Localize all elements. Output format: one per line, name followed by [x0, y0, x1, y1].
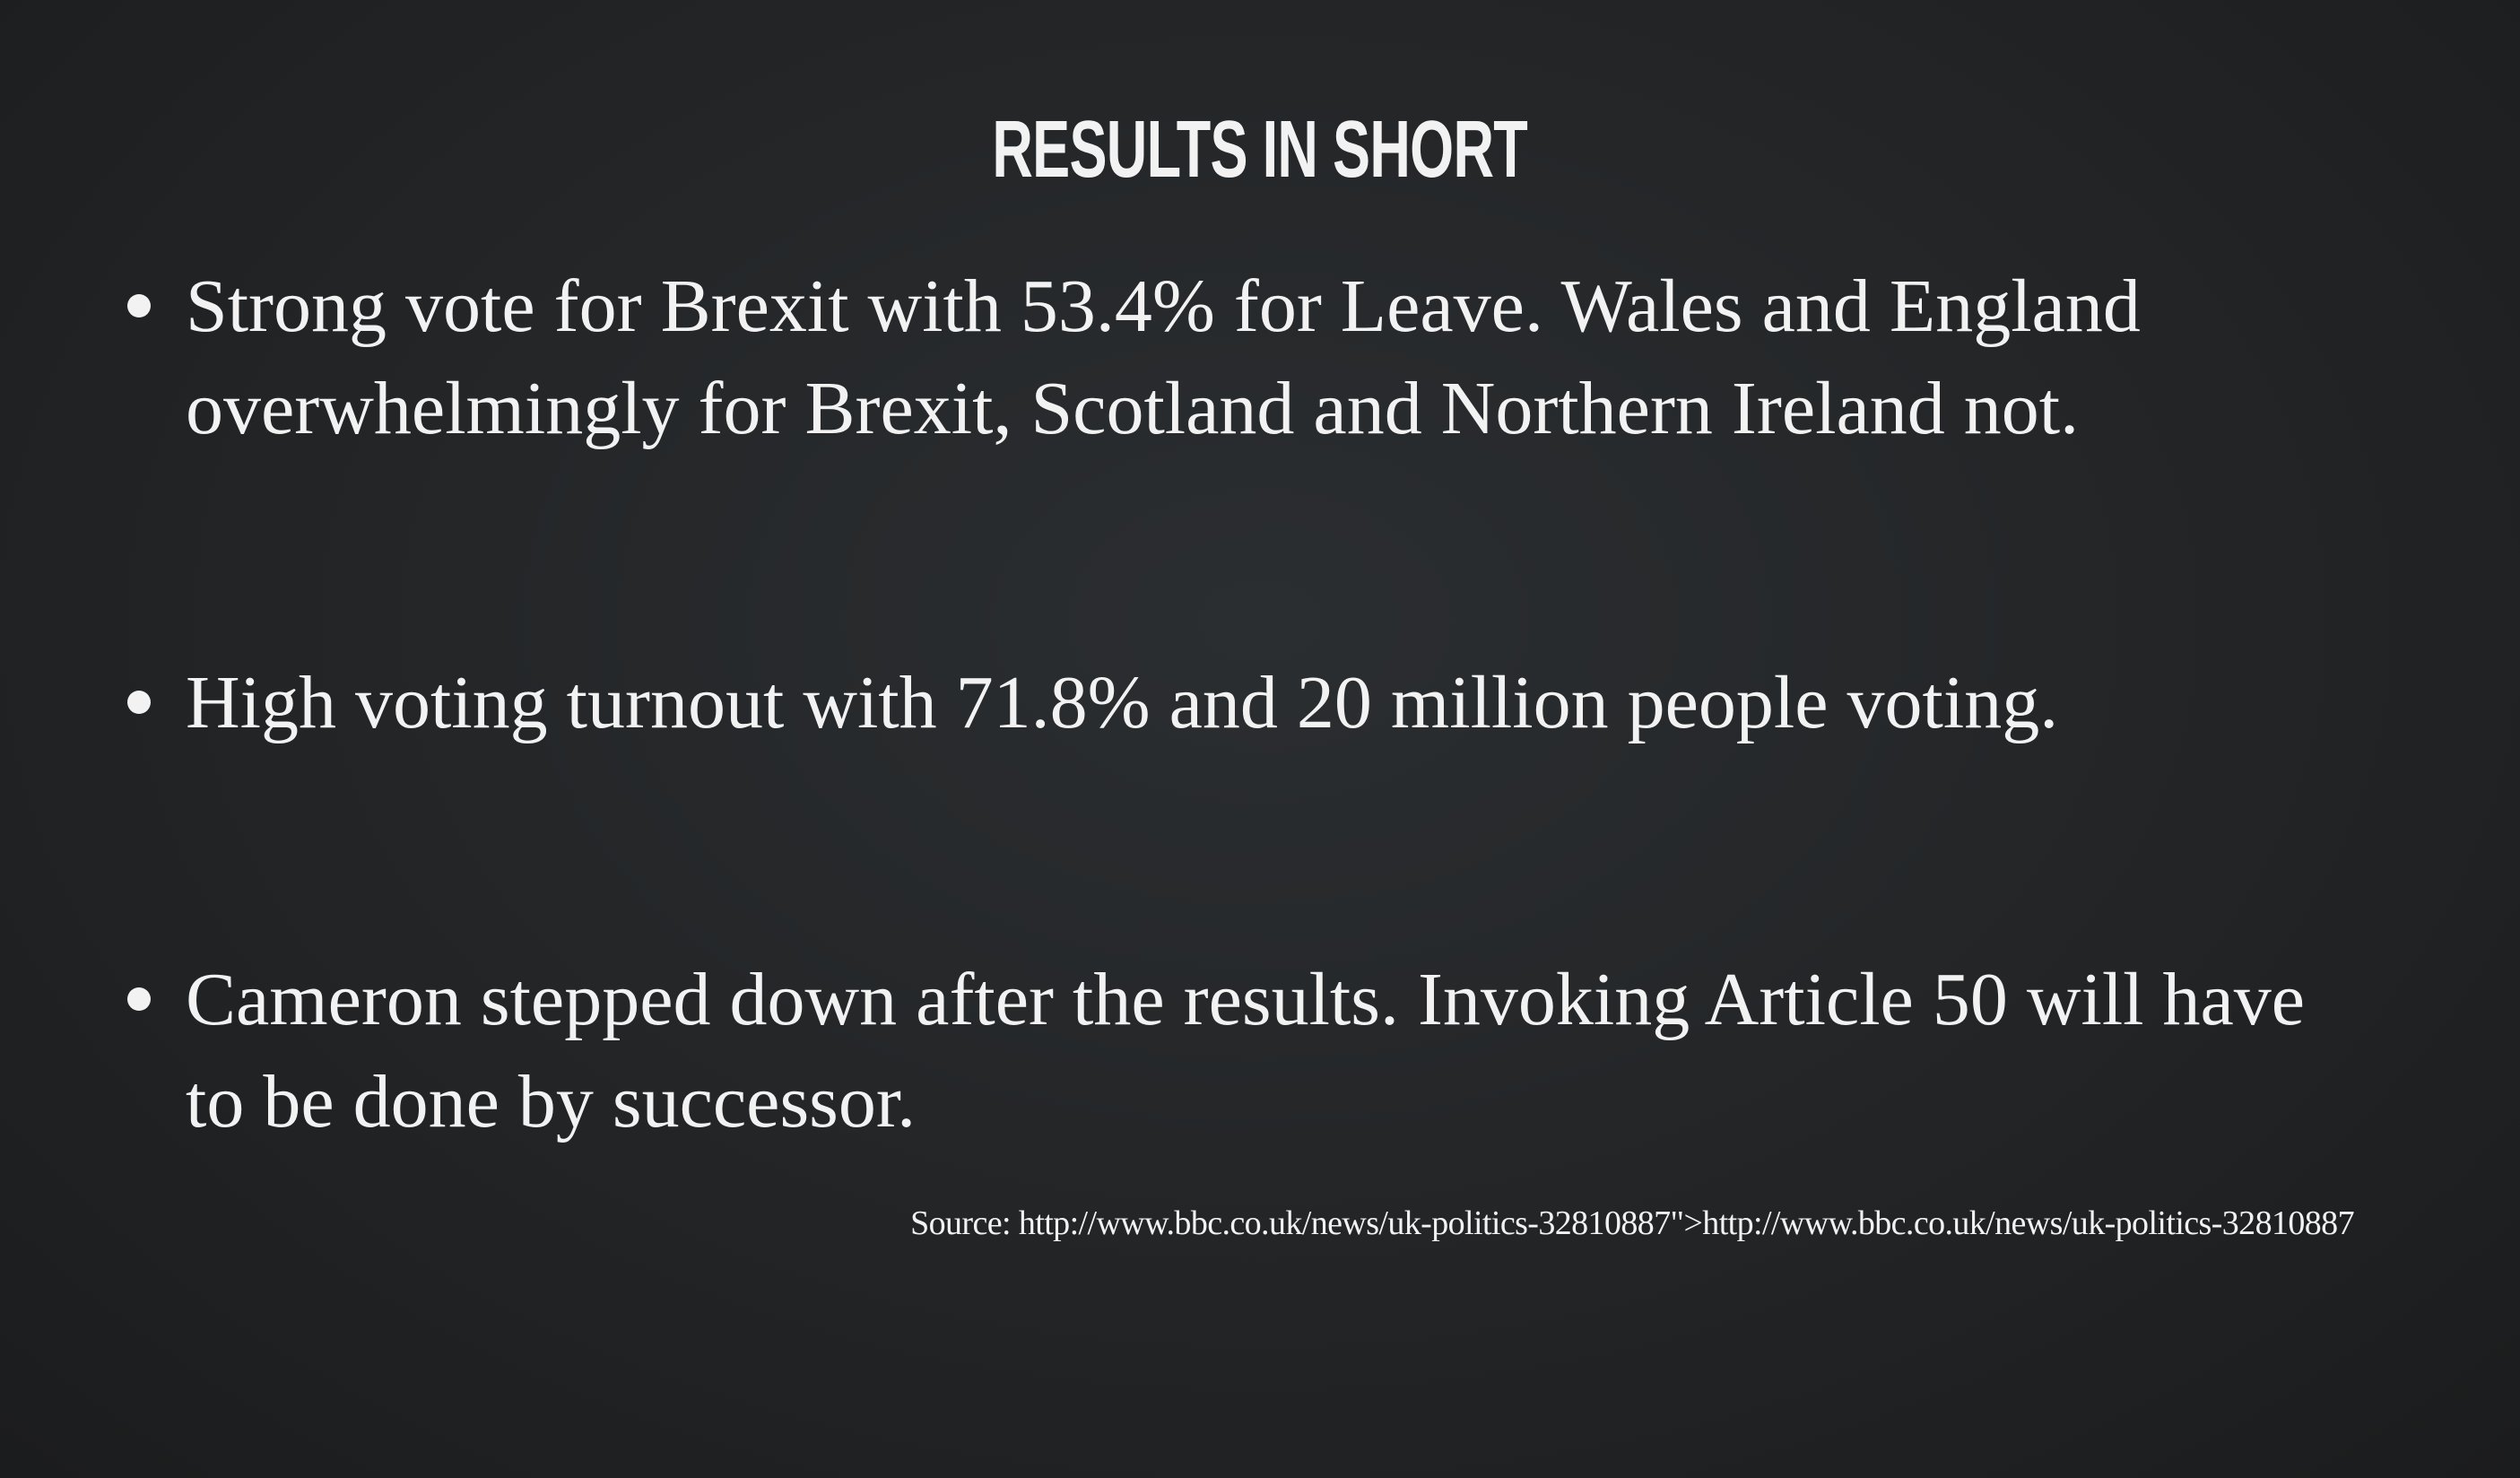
bullet-item-brexit-vote: Strong vote for Brexit with 53.4% for Le…	[127, 256, 2428, 460]
bullet-item-cameron: Cameron stepped down after the results. …	[127, 949, 2428, 1153]
bullet-dot-icon	[127, 691, 151, 714]
bullet-text-line: Strong vote for Brexit with 53.4% for Le…	[186, 265, 2141, 348]
bullet-text-line: Cameron stepped down after the results. …	[186, 958, 2306, 1041]
bullet-dot-icon	[127, 987, 151, 1011]
bullet-dot-icon	[127, 294, 151, 317]
bullet-item-turnout: High voting turnout with 71.8% and 20 mi…	[127, 652, 2428, 754]
slide-title: RESULTS IN SHORT	[992, 105, 1528, 195]
bullet-text-line: to be done by successor.	[186, 1060, 917, 1143]
bullet-text-line: overwhelmingly for Brexit, Scotland and …	[186, 367, 2080, 450]
bullet-text-line: High voting turnout with 71.8% and 20 mi…	[186, 661, 2059, 744]
source-citation: Source: http://www.bbc.co.uk/news/uk-pol…	[910, 1204, 2355, 1242]
